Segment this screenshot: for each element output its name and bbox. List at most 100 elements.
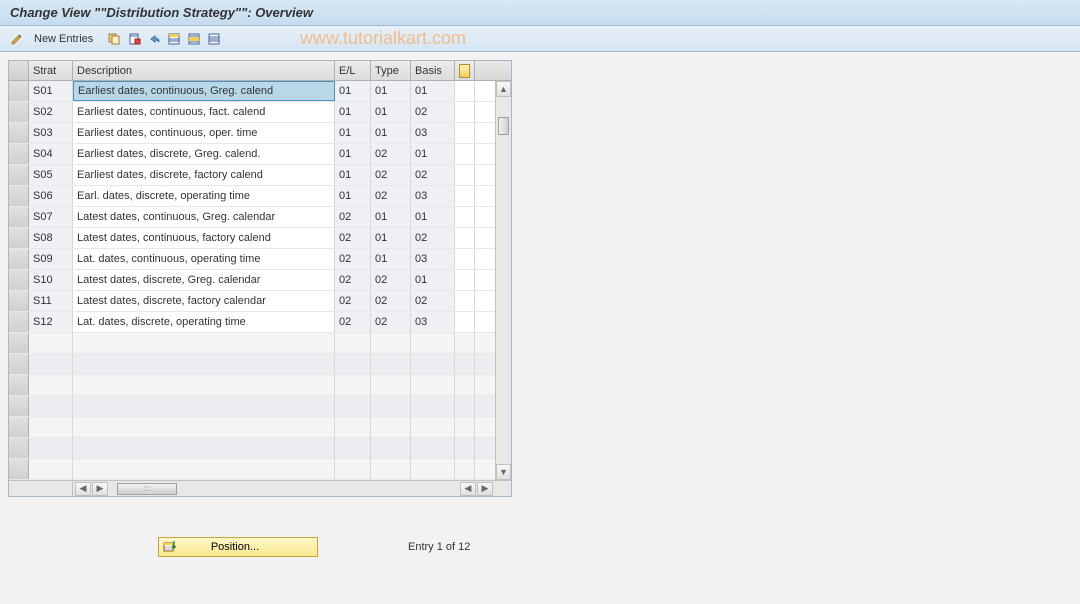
row-selector[interactable] xyxy=(9,165,29,185)
table-row[interactable]: S01Earliest dates, continuous, Greg. cal… xyxy=(9,81,511,102)
table-row[interactable]: S02Earliest dates, continuous, fact. cal… xyxy=(9,102,511,123)
row-selector[interactable] xyxy=(9,291,29,311)
header-config[interactable] xyxy=(455,61,475,80)
display-change-icon[interactable] xyxy=(8,30,26,48)
cell-description[interactable]: Earliest dates, continuous, oper. time xyxy=(73,123,335,143)
cell-type: 02 xyxy=(371,144,411,164)
select-block-icon[interactable] xyxy=(185,30,203,48)
table-row-empty xyxy=(9,438,511,459)
row-selector[interactable] xyxy=(9,228,29,248)
cell-strat: S05 xyxy=(29,165,73,185)
cell-pad xyxy=(455,81,475,101)
header-type[interactable]: Type xyxy=(371,61,411,80)
cell-strat: S09 xyxy=(29,249,73,269)
row-selector[interactable] xyxy=(9,249,29,269)
table-row[interactable]: S05Earliest dates, discrete, factory cal… xyxy=(9,165,511,186)
table-row[interactable]: S10Latest dates, discrete, Greg. calenda… xyxy=(9,270,511,291)
row-selector[interactable] xyxy=(9,438,29,458)
copy-icon[interactable] xyxy=(105,30,123,48)
scroll-right-inner-icon[interactable]: ▶ xyxy=(92,482,108,496)
empty-cell xyxy=(73,459,335,479)
position-button[interactable]: Position... xyxy=(158,537,318,557)
cell-strat: S01 xyxy=(29,81,73,101)
cell-description[interactable]: Earliest dates, discrete, factory calend xyxy=(73,165,335,185)
scroll-down-icon[interactable]: ▼ xyxy=(496,464,511,480)
cell-description[interactable]: Latest dates, discrete, factory calendar xyxy=(73,291,335,311)
empty-cell xyxy=(73,396,335,416)
table-row[interactable]: S06Earl. dates, discrete, operating time… xyxy=(9,186,511,207)
table-row-empty xyxy=(9,375,511,396)
select-all-icon[interactable] xyxy=(165,30,183,48)
table-row[interactable]: S11Latest dates, discrete, factory calen… xyxy=(9,291,511,312)
empty-cell xyxy=(73,333,335,353)
row-selector[interactable] xyxy=(9,102,29,122)
undo-icon[interactable] xyxy=(145,30,163,48)
cell-strat: S07 xyxy=(29,207,73,227)
cell-pad xyxy=(455,312,475,332)
table-row[interactable]: S12Lat. dates, discrete, operating time0… xyxy=(9,312,511,333)
empty-cell xyxy=(371,459,411,479)
row-selector[interactable] xyxy=(9,354,29,374)
vertical-scrollbar[interactable]: ▲ ▼ xyxy=(495,81,511,480)
table-row[interactable]: S04Earliest dates, discrete, Greg. calen… xyxy=(9,144,511,165)
hscroll-thumb[interactable]: ::: xyxy=(117,483,177,495)
table-settings-icon[interactable] xyxy=(459,64,470,78)
horizontal-scrollbar[interactable]: ◀ ▶ ::: ◀ ▶ xyxy=(73,481,511,496)
scroll-right-icon[interactable]: ▶ xyxy=(477,482,493,496)
cell-description[interactable]: Latest dates, continuous, factory calend xyxy=(73,228,335,248)
empty-cell xyxy=(411,375,455,395)
row-selector[interactable] xyxy=(9,459,29,479)
table-row[interactable]: S03Earliest dates, continuous, oper. tim… xyxy=(9,123,511,144)
vscroll-thumb[interactable] xyxy=(498,117,509,135)
header-basis[interactable]: Basis xyxy=(411,61,455,80)
row-selector[interactable] xyxy=(9,312,29,332)
cell-strat: S10 xyxy=(29,270,73,290)
scroll-left-icon[interactable]: ◀ xyxy=(75,482,91,496)
header-description[interactable]: Description xyxy=(73,61,335,80)
table-row[interactable]: S07Latest dates, continuous, Greg. calen… xyxy=(9,207,511,228)
page-title: Change View ""Distribution Strategy"": O… xyxy=(10,5,313,20)
cell-pad xyxy=(455,123,475,143)
cell-basis: 02 xyxy=(411,228,455,248)
empty-cell xyxy=(371,438,411,458)
cell-el: 01 xyxy=(335,144,371,164)
row-selector[interactable] xyxy=(9,333,29,353)
row-selector[interactable] xyxy=(9,207,29,227)
scroll-up-icon[interactable]: ▲ xyxy=(496,81,511,97)
row-selector[interactable] xyxy=(9,417,29,437)
cell-description[interactable]: Earliest dates, discrete, Greg. calend. xyxy=(73,144,335,164)
cell-type: 01 xyxy=(371,102,411,122)
row-selector[interactable] xyxy=(9,396,29,416)
row-selector[interactable] xyxy=(9,123,29,143)
header-el[interactable]: E/L xyxy=(335,61,371,80)
deselect-all-icon[interactable] xyxy=(205,30,223,48)
row-selector[interactable] xyxy=(9,81,29,101)
cell-el: 01 xyxy=(335,165,371,185)
cell-description[interactable]: Lat. dates, continuous, operating time xyxy=(73,249,335,269)
cell-basis: 02 xyxy=(411,165,455,185)
cell-description[interactable]: Lat. dates, discrete, operating time xyxy=(73,312,335,332)
table-row[interactable]: S08Latest dates, continuous, factory cal… xyxy=(9,228,511,249)
cell-description[interactable]: Latest dates, discrete, Greg. calendar xyxy=(73,270,335,290)
row-selector[interactable] xyxy=(9,375,29,395)
header-strat[interactable]: Strat xyxy=(29,61,73,80)
empty-cell xyxy=(29,438,73,458)
row-selector[interactable] xyxy=(9,270,29,290)
cell-description[interactable]: Earl. dates, discrete, operating time xyxy=(73,186,335,206)
cell-description[interactable]: Latest dates, continuous, Greg. calendar xyxy=(73,207,335,227)
header-select-column[interactable] xyxy=(9,61,29,80)
empty-cell xyxy=(335,459,371,479)
cell-type: 01 xyxy=(371,228,411,248)
table-row[interactable]: S09Lat. dates, continuous, operating tim… xyxy=(9,249,511,270)
new-entries-button[interactable]: New Entries xyxy=(28,31,99,47)
toolbar: New Entries www.tutorialkart.com xyxy=(0,26,1080,52)
cell-strat: S11 xyxy=(29,291,73,311)
empty-cell xyxy=(29,459,73,479)
scroll-left-end-icon[interactable]: ◀ xyxy=(460,482,476,496)
cell-description[interactable]: Earliest dates, continuous, fact. calend xyxy=(73,102,335,122)
delete-icon[interactable] xyxy=(125,30,143,48)
row-selector[interactable] xyxy=(9,144,29,164)
empty-cell xyxy=(335,354,371,374)
row-selector[interactable] xyxy=(9,186,29,206)
cell-description[interactable]: Earliest dates, continuous, Greg. calend xyxy=(73,81,335,101)
